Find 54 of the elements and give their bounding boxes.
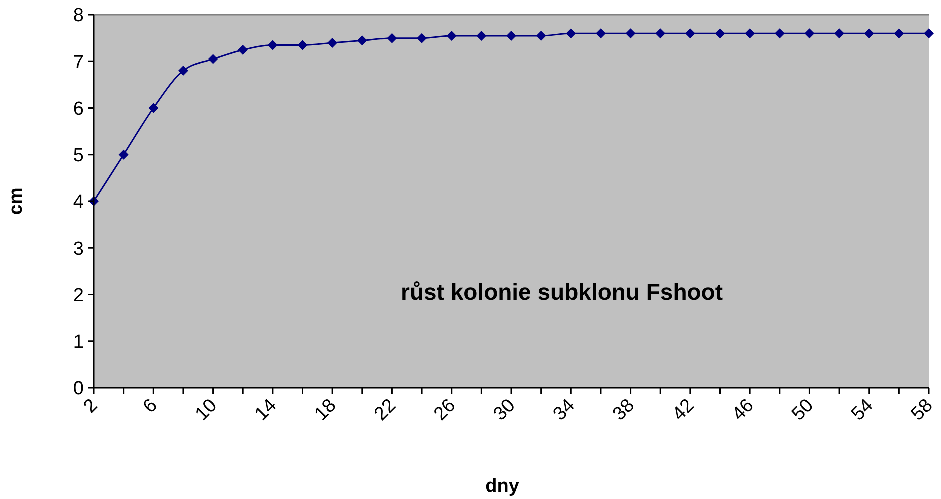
point [506, 30, 516, 41]
point [596, 28, 606, 39]
y-tick-label: 7 [73, 52, 84, 74]
point [328, 38, 338, 48]
point [626, 28, 636, 39]
y-tick-label: 3 [73, 238, 84, 260]
point [685, 28, 696, 39]
point [178, 66, 188, 76]
point [656, 28, 666, 39]
point [864, 28, 874, 39]
point [745, 28, 756, 39]
x-tick-label: 46 [728, 395, 758, 426]
x-axis-title: dny [486, 476, 520, 497]
x-tick-label: 58 [907, 395, 938, 426]
point [268, 40, 278, 50]
y-tick-label: 4 [73, 192, 84, 214]
point [208, 54, 218, 64]
y-tick-label: 8 [73, 6, 84, 27]
x-tick-label: 6 [140, 395, 162, 418]
point [148, 103, 159, 114]
x-tick-label: 50 [788, 395, 818, 426]
annotation: růst kolonie subklonu Fshoot [401, 279, 724, 305]
x-tick-label: 54 [848, 395, 878, 426]
point [417, 33, 428, 44]
x-tick-label: 34 [550, 395, 580, 426]
y-tick-label: 2 [73, 285, 84, 306]
point [357, 36, 368, 46]
point [924, 28, 934, 39]
point [387, 33, 398, 44]
x-tick-label: 18 [311, 395, 341, 426]
point [774, 28, 785, 39]
point [715, 28, 726, 39]
y-tick-label: 5 [73, 146, 84, 167]
y-tick-label: 6 [73, 98, 84, 120]
point [536, 30, 546, 41]
x-tick-label: 30 [490, 395, 520, 426]
point [118, 150, 129, 160]
point [834, 28, 845, 39]
y-axis-title: cm [6, 188, 27, 216]
point [298, 40, 308, 50]
y-tick-label: 0 [73, 378, 84, 400]
x-tick-label: 10 [192, 395, 222, 426]
point [804, 28, 815, 39]
x-tick-label: 42 [668, 395, 699, 426]
point [476, 30, 487, 41]
x-tick-label: 38 [609, 395, 640, 426]
point [446, 30, 457, 41]
point [566, 28, 576, 39]
x-tick-label: 14 [251, 395, 282, 426]
x-tick-label: 22 [370, 395, 400, 426]
point [238, 44, 248, 55]
point [894, 28, 904, 39]
x-tick-label: 26 [430, 395, 460, 426]
y-tick-label: 1 [73, 332, 84, 354]
